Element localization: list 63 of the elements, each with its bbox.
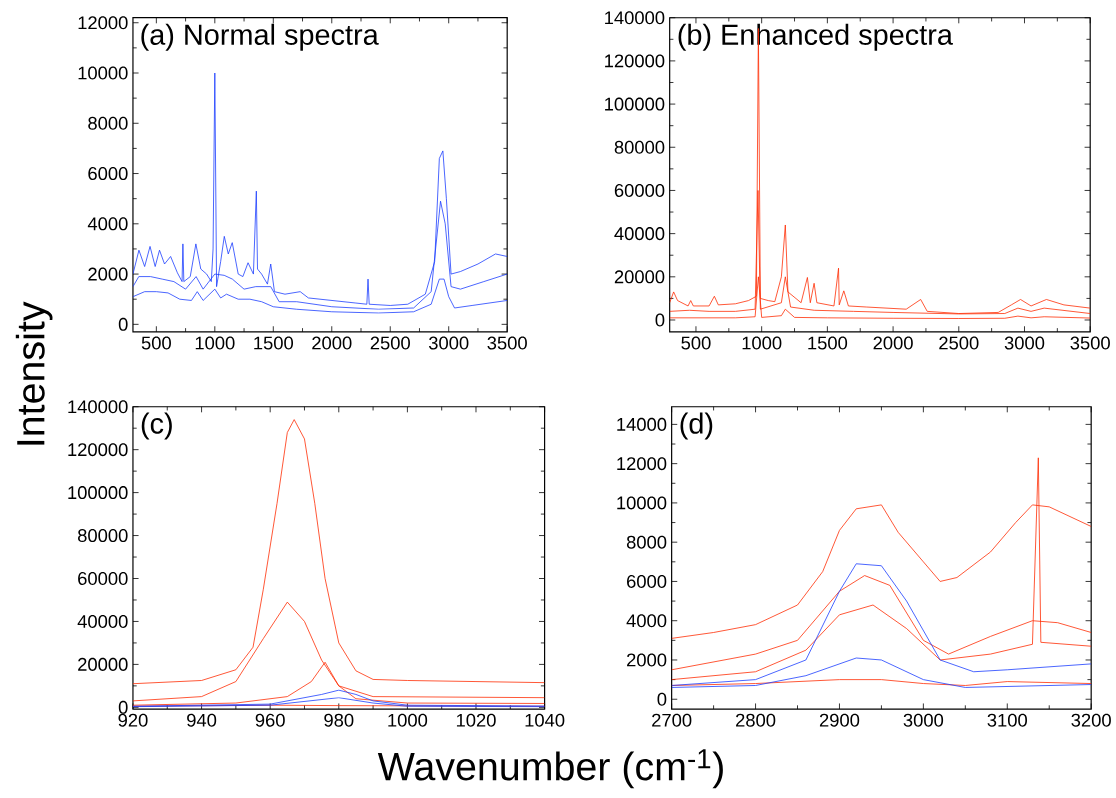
y-tick-label: 120000 bbox=[605, 54, 665, 68]
y-tick-label: 80000 bbox=[614, 140, 665, 154]
x-tick-label: 2500 bbox=[370, 336, 410, 350]
y-tick-label: 4000 bbox=[87, 217, 128, 231]
x-tick-label: 3200 bbox=[1071, 713, 1111, 727]
y-tick-label: 4000 bbox=[626, 614, 667, 628]
x-tick-label: 940 bbox=[187, 713, 217, 727]
x-tick-label: 960 bbox=[255, 713, 285, 727]
x-tick-label: 3000 bbox=[428, 336, 469, 350]
x-axis-title: Wavenumber (cm$^{-1}$) bbox=[377, 749, 723, 789]
y-tick-label: 100000 bbox=[605, 97, 665, 111]
chart-title: (c) bbox=[141, 412, 172, 440]
x-tick-label: 2800 bbox=[736, 713, 776, 727]
y-tick-label: 100000 bbox=[68, 486, 128, 500]
y-tick-label: 12000 bbox=[617, 457, 667, 471]
y-tick-label: 0 bbox=[655, 313, 665, 327]
y-tick-label: 60000 bbox=[78, 572, 128, 586]
y-tick-label: 0 bbox=[118, 700, 128, 715]
y-tick-label: 80000 bbox=[78, 529, 128, 543]
x-tick-label: 2500 bbox=[939, 336, 979, 350]
x-tick-label: 3000 bbox=[903, 713, 944, 727]
chart-title: (d) bbox=[680, 412, 713, 440]
y-axis-title: Intensity bbox=[15, 301, 53, 445]
x-tick-label: 1000 bbox=[195, 336, 235, 350]
x-tick-label: 1000 bbox=[388, 713, 428, 727]
y-tick-label: 20000 bbox=[78, 658, 128, 672]
y-tick-label: 0 bbox=[118, 317, 128, 331]
y-tick-label: 14000 bbox=[617, 418, 667, 432]
y-tick-label: 12000 bbox=[78, 16, 128, 30]
x-tick-label: 980 bbox=[324, 713, 354, 727]
y-tick-label: 20000 bbox=[614, 270, 665, 284]
x-tick-label: 2700 bbox=[652, 713, 692, 727]
y-tick-label: 140000 bbox=[605, 11, 665, 25]
y-tick-label: 2000 bbox=[88, 267, 128, 281]
x-tick-label: 1500 bbox=[808, 336, 848, 350]
y-tick-label: 140000 bbox=[68, 400, 128, 414]
y-tick-label: 0 bbox=[657, 692, 667, 706]
x-tick-label: 2000 bbox=[312, 336, 352, 350]
chart-title: (a) Normal spectra bbox=[141, 23, 379, 51]
x-tick-label: 1020 bbox=[456, 713, 496, 727]
y-tick-label: 40000 bbox=[77, 615, 128, 629]
x-tick-label: 2900 bbox=[819, 713, 860, 727]
y-tick-label: 10000 bbox=[617, 496, 667, 510]
x-tick-label: 3000 bbox=[1004, 336, 1045, 350]
y-tick-label: 8000 bbox=[626, 535, 667, 549]
x-tick-label: 1500 bbox=[254, 336, 294, 350]
y-tick-label: 8000 bbox=[88, 116, 128, 130]
y-tick-label: 10000 bbox=[78, 66, 128, 80]
x-tick-label: 1040 bbox=[525, 713, 565, 727]
x-tick-label: 2000 bbox=[873, 336, 913, 350]
y-tick-label: 2000 bbox=[627, 653, 667, 667]
x-tick-label: 3500 bbox=[1070, 336, 1110, 350]
y-tick-label: 6000 bbox=[627, 575, 667, 589]
x-tick-label: 500 bbox=[141, 336, 171, 350]
y-tick-label: 40000 bbox=[614, 227, 665, 241]
x-tick-label: 1000 bbox=[742, 336, 782, 350]
y-tick-label: 120000 bbox=[68, 443, 128, 457]
x-tick-label: 3100 bbox=[987, 713, 1027, 727]
x-tick-label: 3500 bbox=[487, 336, 527, 350]
x-tick-label: 920 bbox=[118, 713, 148, 727]
y-tick-label: 60000 bbox=[614, 184, 665, 198]
y-tick-label: 6000 bbox=[88, 167, 128, 181]
x-tick-label: 500 bbox=[681, 336, 711, 350]
